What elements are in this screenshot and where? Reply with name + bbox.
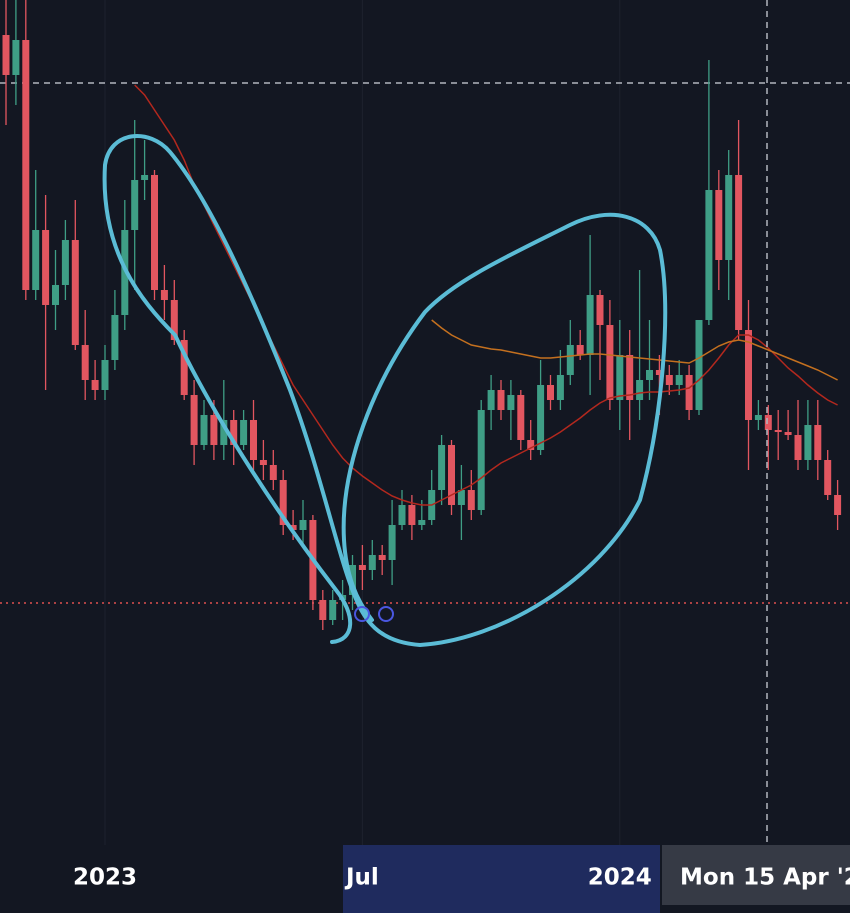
- candle-body: [329, 600, 337, 620]
- plot-area: [0, 0, 850, 845]
- time-range-highlight: [343, 845, 660, 913]
- candle-body: [586, 295, 594, 355]
- candle-body: [626, 355, 634, 400]
- candle-body: [388, 525, 396, 560]
- candle-body: [804, 425, 812, 460]
- candle-body: [299, 520, 307, 530]
- candle-body: [834, 495, 842, 515]
- candle-body: [160, 290, 168, 300]
- candle-body: [477, 410, 485, 510]
- marker-circle[interactable]: [378, 606, 394, 622]
- candle-body: [715, 190, 723, 260]
- candle-body: [418, 520, 426, 525]
- candle-body: [754, 415, 762, 420]
- candle-body: [725, 175, 733, 260]
- candle-body: [91, 380, 99, 390]
- candle-body: [279, 480, 287, 525]
- candle-body: [665, 375, 673, 385]
- candle-body: [547, 385, 554, 400]
- freehand-drawing[interactable]: [102, 134, 668, 648]
- candle-body: [141, 175, 149, 180]
- candle-body: [695, 320, 703, 410]
- crosshair-date-label: Mon 15 Apr '24: [680, 865, 850, 891]
- candle-body: [52, 285, 59, 305]
- marker-circle[interactable]: [354, 606, 370, 622]
- candle-body: [527, 440, 535, 450]
- candle-body: [220, 420, 228, 445]
- candle-body: [269, 465, 277, 480]
- candle-body: [71, 240, 79, 345]
- candle-body: [398, 505, 406, 525]
- candle-body: [814, 425, 822, 460]
- x-tick-label: 2023: [73, 865, 137, 891]
- candle-body: [32, 230, 40, 290]
- candle-body: [81, 345, 89, 380]
- candle-body: [61, 240, 69, 285]
- candle-body: [774, 430, 782, 432]
- candle-body: [487, 390, 495, 410]
- x-tick-label: Jul: [344, 865, 379, 891]
- candle-body: [566, 345, 574, 375]
- user-drawings: [102, 134, 668, 648]
- candle-body: [606, 325, 614, 400]
- candle-body: [784, 432, 792, 435]
- candle-body: [616, 355, 624, 400]
- candle-body: [170, 300, 178, 340]
- moving-average: [431, 319, 838, 381]
- candle-body: [556, 375, 564, 400]
- candle-body: [675, 375, 683, 385]
- candle-body: [408, 505, 416, 525]
- candle-body: [151, 175, 158, 290]
- candle-body: [190, 395, 198, 445]
- candle-body: [368, 555, 376, 570]
- candle-body: [259, 460, 267, 465]
- candle-body: [101, 360, 109, 390]
- candle-body: [230, 420, 238, 445]
- candle-body: [655, 370, 663, 375]
- candle-body: [2, 35, 10, 75]
- candle-body: [705, 190, 713, 320]
- candle-body: [289, 525, 297, 530]
- candle-body: [537, 385, 545, 450]
- candle-body: [210, 415, 218, 445]
- time-axis: Mon 15 Apr '24 2023 Jul 2024: [0, 845, 850, 913]
- candle-body: [180, 340, 188, 395]
- candle-body: [735, 175, 743, 330]
- candle-body: [467, 490, 475, 510]
- candle-body: [646, 370, 653, 380]
- candle-body: [250, 420, 257, 460]
- candle-body: [764, 415, 772, 430]
- candle-body: [378, 555, 386, 560]
- candle-body: [794, 435, 802, 460]
- candle-body: [685, 375, 693, 410]
- crosshair-date-box: [662, 845, 850, 905]
- candle-body: [200, 415, 208, 445]
- candle-body: [240, 420, 248, 445]
- x-tick-label: 2024: [588, 865, 652, 891]
- candle-body: [517, 395, 525, 440]
- candle-body: [358, 565, 366, 570]
- candle-body: [111, 315, 119, 360]
- candle-body: [131, 180, 139, 230]
- candle-body: [824, 460, 832, 495]
- candle-body: [448, 445, 455, 505]
- candle-body: [636, 380, 644, 400]
- candle-body: [497, 390, 505, 410]
- candle-body: [438, 445, 446, 490]
- candle-body: [42, 230, 50, 305]
- candle-body: [745, 330, 752, 420]
- candle-body: [507, 395, 515, 410]
- candle-body: [576, 345, 584, 355]
- candle-body: [457, 490, 465, 505]
- candle-body: [12, 40, 20, 75]
- candle-body: [596, 295, 604, 325]
- candle-body: [319, 600, 327, 620]
- candle-body: [22, 40, 30, 290]
